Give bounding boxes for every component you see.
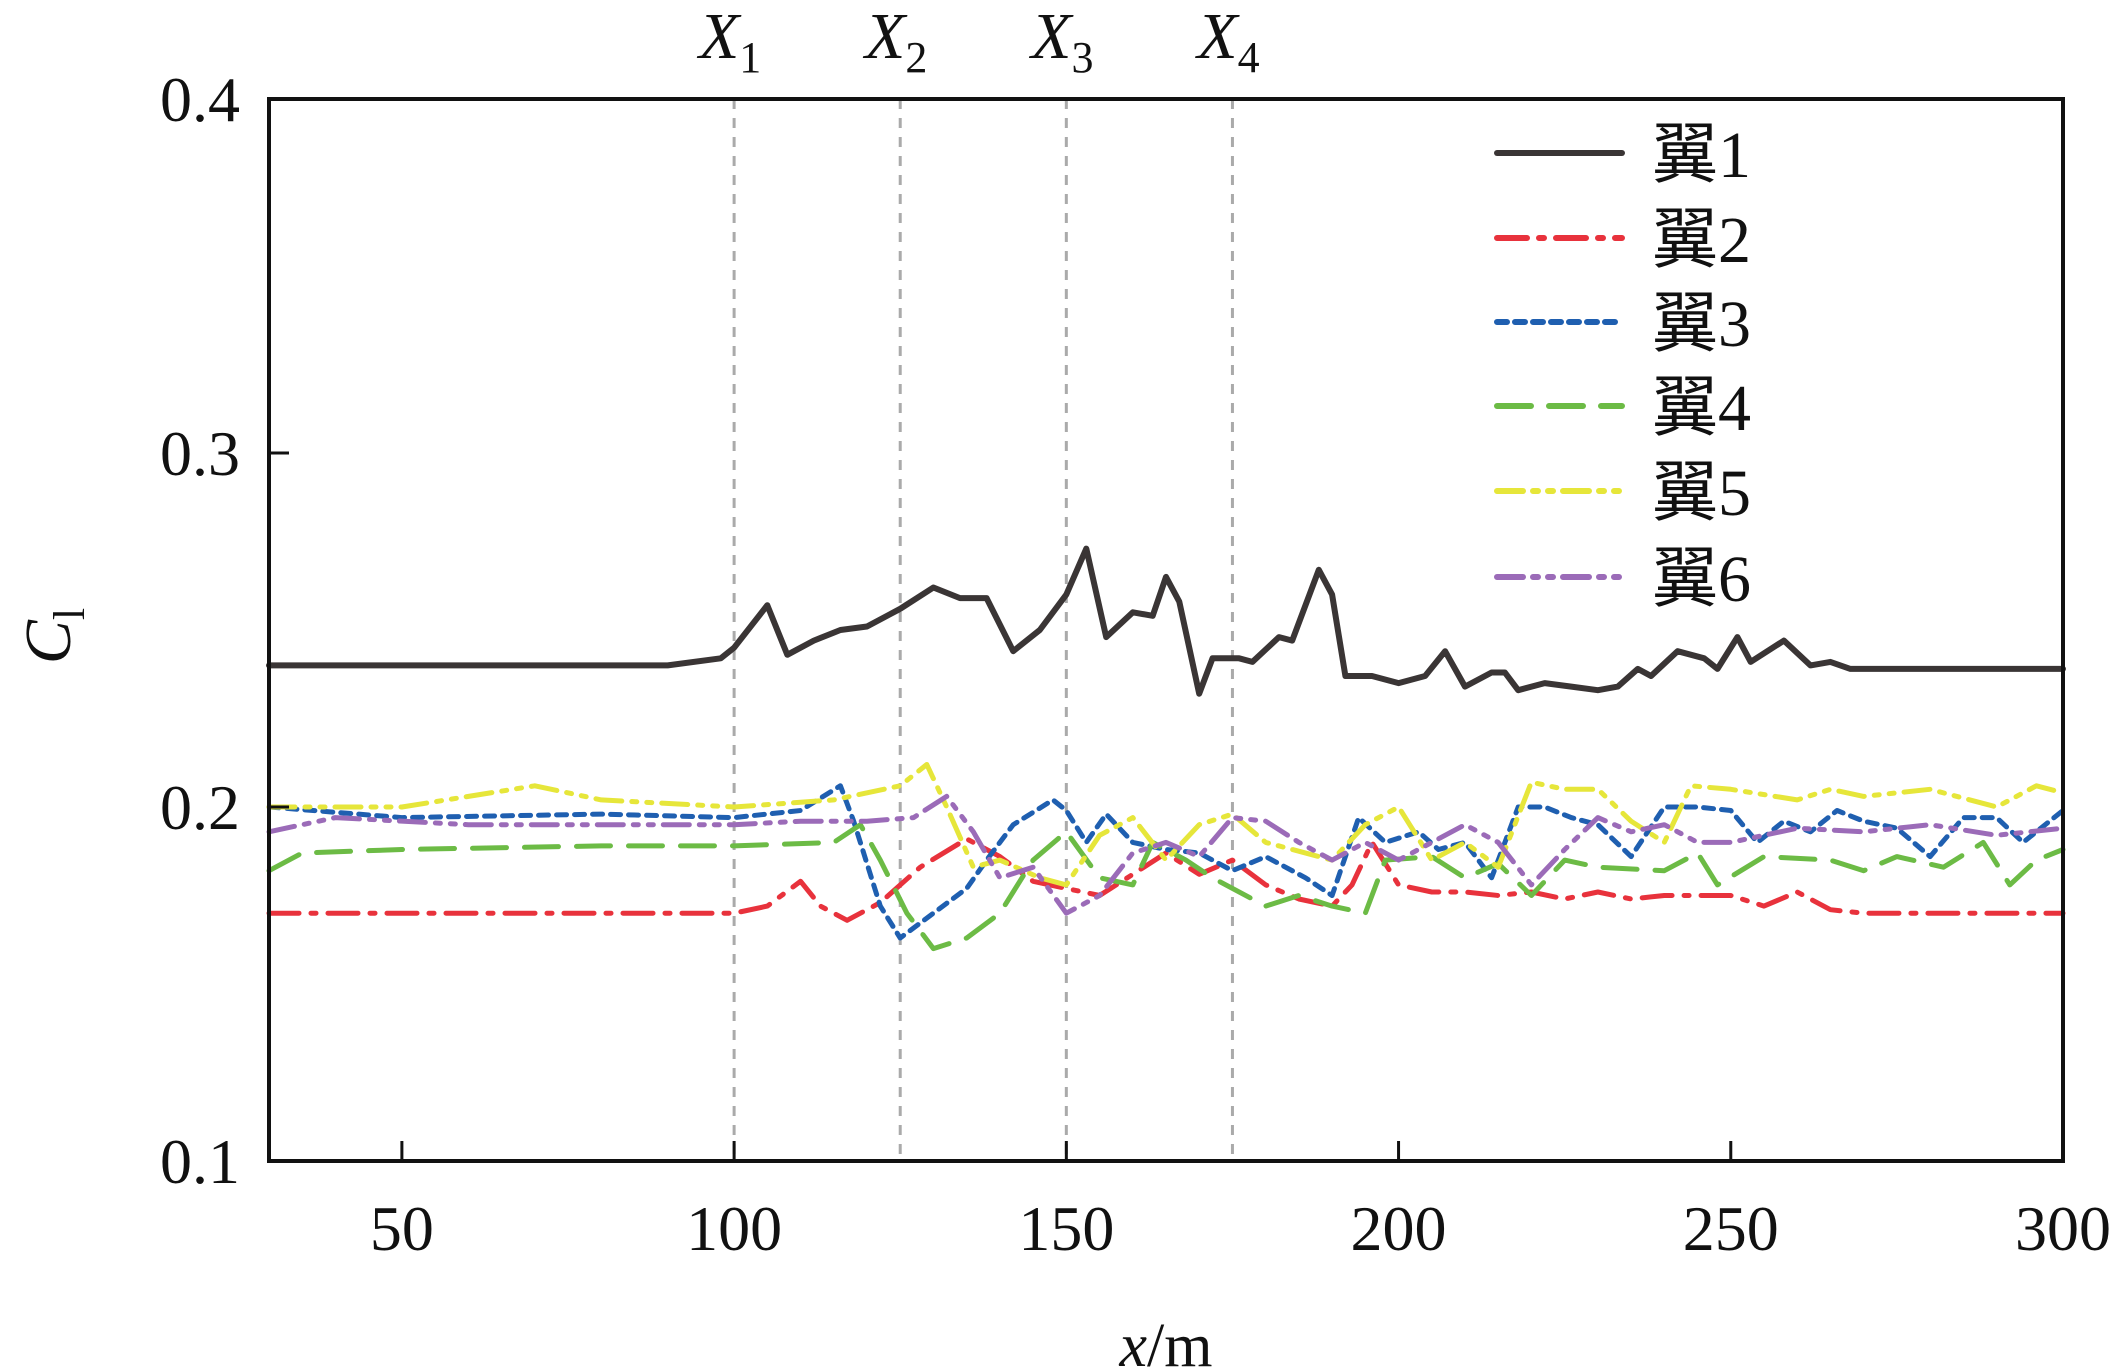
- y-tick-label: 0.3: [160, 418, 240, 489]
- legend-label-6: 翼6: [1652, 543, 1751, 616]
- axis-ticks: 50 100 150 200 250 300 0.1 0.2 0.3 0.4: [160, 64, 2111, 1264]
- x-tick-label: 200: [1351, 1193, 1447, 1264]
- x-tick-label: 250: [1683, 1193, 1779, 1264]
- legend-label-5: 翼5: [1652, 457, 1751, 530]
- series-line-6: [266, 793, 2066, 916]
- x-axis-var: x: [1119, 1312, 1148, 1371]
- plot-frame: [267, 97, 2065, 1163]
- y-axis-var: C: [12, 619, 85, 664]
- x-tick-label: 100: [686, 1193, 782, 1264]
- legend-label-3: 翼3: [1652, 288, 1751, 361]
- y-axis-sub: l: [45, 608, 94, 620]
- y-tick-label: 0.4: [160, 64, 240, 135]
- series-line-2: [266, 836, 2066, 923]
- legend: 翼1 翼2 翼3 翼4 翼5 翼6: [1494, 119, 1751, 616]
- reference-line-subscript: 4: [1238, 33, 1260, 82]
- y-tick-label: 0.1: [160, 1126, 240, 1197]
- y-tick-label: 0.2: [160, 772, 240, 843]
- x-axis-unit: /m: [1147, 1312, 1212, 1371]
- series-line-1: [266, 545, 2066, 697]
- reference-line-label-4: X4: [1194, 0, 1259, 82]
- reference-line-letter: X: [1194, 0, 1240, 73]
- legend-label-1: 翼1: [1652, 119, 1751, 192]
- legend-label-2: 翼2: [1652, 204, 1751, 277]
- series-line-4: [266, 822, 2066, 952]
- legend-label-4: 翼4: [1652, 372, 1751, 445]
- x-tick-label: 50: [370, 1193, 434, 1264]
- reference-line-label-2: X2: [862, 0, 927, 82]
- series-line-3: [266, 783, 2066, 941]
- reference-line-label-1: X1: [696, 0, 761, 82]
- reference-line-letter: X: [696, 0, 742, 73]
- reference-line-subscript: 1: [739, 33, 761, 82]
- series-lines: [266, 545, 2066, 952]
- x-axis-label: x/m: [1119, 1312, 1213, 1371]
- y-axis-label: Cl: [12, 608, 94, 664]
- reference-lines: X1 X2 X3 X4: [696, 0, 1260, 1161]
- x-tick-label: 150: [1018, 1193, 1114, 1264]
- reference-line-letter: X: [1028, 0, 1074, 73]
- reference-line-subscript: 3: [1071, 33, 1093, 82]
- x-tick-label: 300: [2015, 1193, 2111, 1264]
- reference-line-letter: X: [862, 0, 908, 73]
- reference-line-label-3: X3: [1028, 0, 1093, 82]
- reference-line-subscript: 2: [905, 33, 927, 82]
